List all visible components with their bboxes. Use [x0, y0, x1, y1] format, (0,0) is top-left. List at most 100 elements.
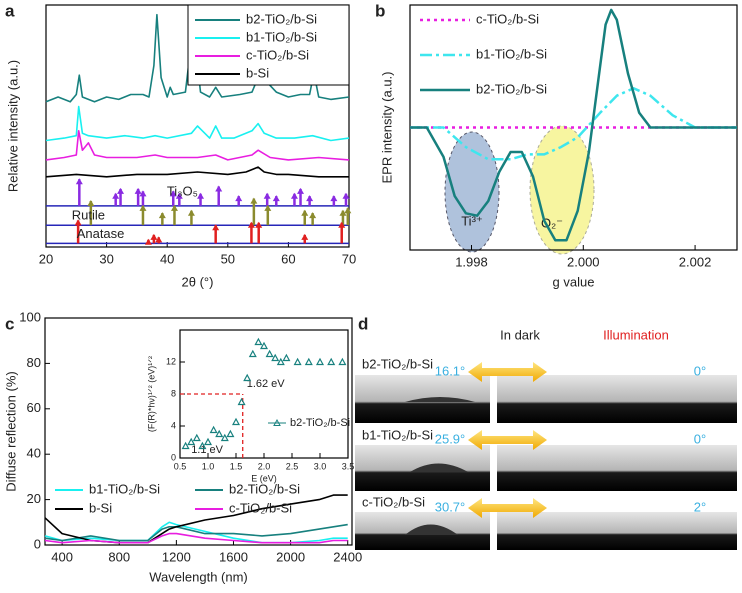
x-tick-label: 30	[99, 251, 113, 266]
droplet	[405, 524, 458, 535]
reference-head	[74, 219, 82, 226]
column-header: Illumination	[603, 327, 669, 342]
y-tick-label: 12	[166, 356, 176, 366]
reference-head	[330, 195, 338, 202]
x-tick-label: 0.5	[174, 461, 187, 471]
contact-angle: 25.9°	[435, 431, 466, 446]
reference-head	[170, 204, 178, 211]
data-point	[215, 429, 224, 438]
reference-head	[235, 195, 243, 202]
y-tick-label: 0	[34, 536, 41, 551]
reference-label: Ti₃O₅	[167, 183, 198, 198]
reference-head	[250, 197, 258, 204]
y-axis-title: Diffuse reflection (%)	[3, 371, 18, 491]
panel-label: a	[5, 1, 15, 20]
data-point	[237, 397, 246, 406]
droplet	[405, 397, 475, 402]
reference-head	[215, 185, 223, 192]
legend-label: b2-TiO₂/b-Si	[246, 11, 317, 26]
reference-head	[247, 221, 255, 228]
data-point	[248, 349, 257, 358]
row-label: b1-TiO₂/b-Si	[362, 427, 433, 442]
data-line	[45, 105, 350, 142]
annotation: Ti³⁺	[461, 213, 483, 228]
reference-head	[158, 212, 166, 219]
data-line	[45, 166, 349, 178]
data-point	[265, 349, 274, 358]
reference-head	[264, 204, 272, 211]
legend-label: b2-TiO₂/b-Si	[229, 481, 300, 496]
y-tick-label: 60	[27, 400, 41, 415]
legend-label: b-Si	[246, 65, 269, 80]
panel-label: b	[375, 1, 385, 20]
contact-angle: 0°	[694, 431, 706, 446]
y-tick-label: 0	[171, 452, 176, 462]
photo	[497, 445, 737, 491]
data-point	[198, 441, 207, 450]
photo-row: c-TiO₂/b-Si 30.7° 2°	[355, 494, 737, 550]
reference-head	[297, 187, 305, 194]
data-point	[203, 437, 213, 446]
reference-label: Anatase	[77, 226, 125, 241]
legend-label: b2-TiO₂/b-Si	[290, 417, 350, 429]
panel-label: d	[358, 314, 368, 333]
x-tick-label: 400	[51, 549, 73, 564]
y-tick-label: 20	[27, 491, 41, 506]
y-tick-label: 8	[171, 388, 176, 398]
data-point	[293, 357, 302, 366]
contact-angle: 30.7°	[435, 499, 466, 514]
x-tick-label: 2.5	[286, 461, 299, 471]
y-axis-title: (F(R)*hν)¹ᐟ² (eV)¹ᐟ²	[146, 356, 156, 432]
data-point	[254, 337, 263, 346]
reference-head	[344, 207, 352, 214]
contact-angle: 0°	[694, 363, 706, 378]
x-tick-label: 60	[281, 251, 295, 266]
x-tick-label: 2.002	[679, 254, 712, 269]
reference-head	[339, 209, 347, 216]
legend-box	[187, 4, 350, 86]
y-axis-title: Relative intensity (a.u.)	[5, 60, 20, 192]
data-line	[45, 130, 350, 161]
y-tick-label: 4	[171, 420, 176, 430]
data-point	[181, 441, 190, 450]
data-line	[44, 532, 348, 544]
x-tick-label: 50	[221, 251, 235, 266]
data-point	[327, 357, 336, 366]
data-point	[271, 353, 280, 362]
x-tick-label: 3.0	[314, 461, 327, 471]
reference-head	[175, 192, 183, 199]
arrow	[468, 362, 547, 382]
legend-label: b1-TiO₂/b-Si	[246, 29, 317, 44]
x-tick-label: 20	[39, 251, 53, 266]
data-point	[338, 357, 347, 366]
reference-head	[139, 190, 147, 197]
data-point	[209, 425, 218, 434]
x-tick-label: 2.0	[258, 461, 271, 471]
chart: 1.998 2.000 2.002 g value EPR intensity (a.u…	[375, 1, 738, 289]
contact-angle: 16.1°	[435, 363, 466, 378]
reference-head	[75, 178, 83, 185]
reference-head	[187, 209, 195, 216]
legend-label: c-TiO₂/b-Si	[246, 47, 309, 62]
x-tick-label: 1200	[162, 549, 191, 564]
x-tick-label: 800	[108, 549, 130, 564]
x-tick-label: 2.000	[567, 254, 600, 269]
reference-head	[155, 236, 163, 243]
x-axis-title: E (eV)	[251, 473, 277, 483]
reference-head	[169, 190, 177, 197]
reference-head	[263, 192, 271, 199]
data-point	[276, 357, 285, 366]
photo	[497, 512, 737, 550]
legend-label: b1-TiO₂/b-Si	[89, 481, 160, 496]
chart: 20 30 40 50 60 70 2θ (°) Relative intensity (a.…	[5, 1, 356, 289]
data-point	[315, 357, 325, 366]
reference-head	[212, 224, 220, 231]
x-tick-label: 2000	[276, 549, 305, 564]
reference-head	[272, 195, 280, 202]
reference-head	[342, 192, 350, 199]
reference-head	[301, 233, 309, 240]
reference-head	[87, 200, 95, 207]
panel-label: c	[5, 314, 14, 333]
x-axis-title: 2θ (°)	[182, 274, 214, 289]
highlight-ellipse	[444, 131, 500, 253]
